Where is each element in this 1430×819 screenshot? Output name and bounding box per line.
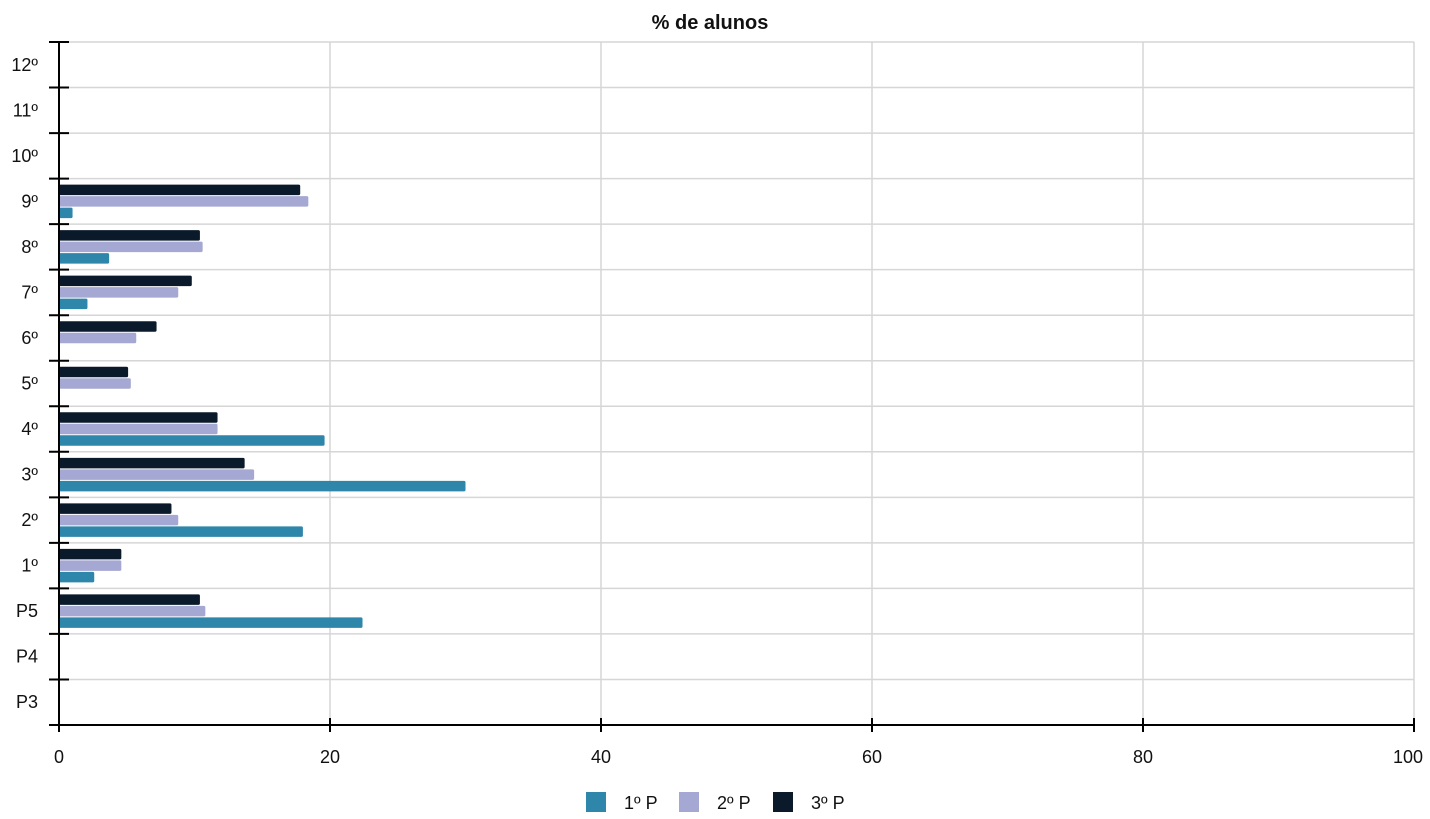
bar-1p-7 xyxy=(59,298,88,310)
bar-3p-p5 xyxy=(59,594,200,605)
y-tick-label: P4 xyxy=(16,647,38,667)
x-tick-label: 100 xyxy=(1393,747,1423,767)
axes: P3 P4 P5 1º 2º 3º 4º 5º 6º 7º 8º 9º 10º 11º 12º 0 20 40 60… xyxy=(11,41,1423,767)
bar-2p-p5 xyxy=(59,605,206,617)
bar-3p-7 xyxy=(59,275,192,287)
bar-1p-8 xyxy=(59,253,110,264)
x-tick-label: 60 xyxy=(862,747,882,767)
bar-2p-6 xyxy=(59,332,137,344)
legend-label: 1º P xyxy=(624,793,658,813)
bar-2p-3 xyxy=(59,469,255,480)
y-tick-label: 2º xyxy=(21,510,38,530)
y-tick-label: P5 xyxy=(16,601,38,621)
bar-1p-4 xyxy=(59,435,325,446)
y-tick-label: 3º xyxy=(21,465,38,485)
y-tick-label: 12º xyxy=(11,55,38,75)
x-tick-label: 40 xyxy=(591,747,611,767)
y-tick-label: 4º xyxy=(21,419,38,439)
bar-2p-5 xyxy=(59,378,131,389)
bar-1p-1 xyxy=(59,571,95,583)
bar-2p-9 xyxy=(59,196,309,207)
bar-1p-p5 xyxy=(59,617,363,628)
bar-3p-4 xyxy=(59,412,218,423)
y-tick-label: 7º xyxy=(21,282,38,302)
y-tick-label: 1º xyxy=(21,556,38,576)
legend: 1º P 2º P 3º P xyxy=(586,792,845,813)
x-tick-label: 20 xyxy=(320,747,340,767)
bar-3p-9 xyxy=(59,184,301,196)
legend-label: 3º P xyxy=(811,793,845,813)
bar-3p-6 xyxy=(59,321,157,332)
y-tick-label: 10º xyxy=(11,146,38,166)
bar-3p-8 xyxy=(59,230,200,241)
legend-swatch xyxy=(773,792,793,812)
bar-3p-2 xyxy=(59,503,172,514)
y-tick-label: 5º xyxy=(21,374,38,394)
bar-3p-5 xyxy=(59,366,129,378)
bars xyxy=(59,184,466,628)
legend-swatch xyxy=(679,792,699,812)
bar-2p-2 xyxy=(59,514,179,526)
bar-2p-1 xyxy=(59,560,122,571)
bar-1p-2 xyxy=(59,526,303,537)
y-tick-label: P3 xyxy=(16,692,38,712)
bar-2p-8 xyxy=(59,241,203,253)
x-tick-label: 0 xyxy=(54,747,64,767)
y-tick-label: 9º xyxy=(21,191,38,211)
bar-1p-3 xyxy=(59,480,466,492)
chart-title: % de alunos xyxy=(652,12,769,34)
bar-2p-4 xyxy=(59,423,218,435)
bar-1p-9 xyxy=(59,207,73,219)
bar-2p-7 xyxy=(59,287,179,298)
y-tick-label: 8º xyxy=(21,237,38,257)
bar-3p-3 xyxy=(59,457,245,469)
x-tick-label: 80 xyxy=(1133,747,1153,767)
y-tick-label: 11º xyxy=(13,100,39,120)
legend-swatch xyxy=(586,792,606,812)
legend-label: 2º P xyxy=(717,793,751,813)
y-tick-label: 6º xyxy=(21,328,38,348)
bar-3p-1 xyxy=(59,548,122,560)
